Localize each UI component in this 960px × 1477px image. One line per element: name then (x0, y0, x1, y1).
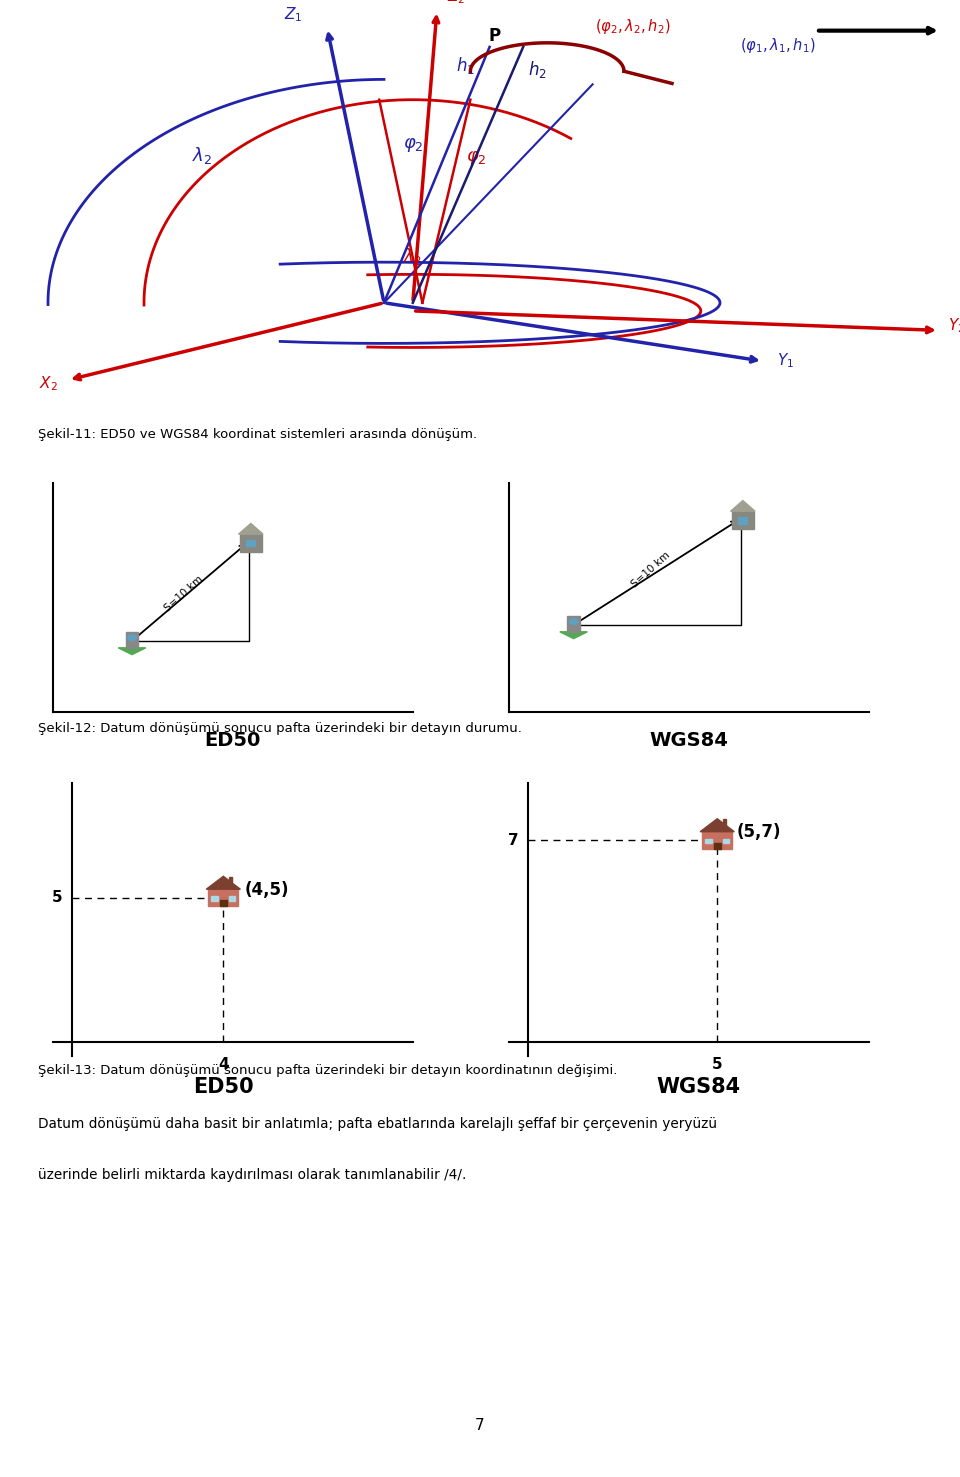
Text: $h_2$: $h_2$ (528, 59, 547, 80)
Text: Şekil-13: Datum dönüşümü sonucu pafta üzerindeki bir detayın koordinatının değiş: Şekil-13: Datum dönüşümü sonucu pafta üz… (38, 1065, 618, 1077)
Text: 5: 5 (712, 1058, 723, 1072)
Text: (5,7): (5,7) (736, 824, 780, 842)
Bar (246, 539, 255, 546)
Bar (723, 820, 726, 827)
Bar (229, 877, 232, 885)
Text: Şekil-11: ED50 ve WGS84 koordinat sistemleri arasında dönüşüm.: Şekil-11: ED50 ve WGS84 koordinat sistem… (38, 428, 477, 440)
Text: S=10 km: S=10 km (162, 573, 205, 613)
Text: (4,5): (4,5) (244, 880, 289, 899)
Text: üzerinde belirli miktarda kaydırılması olarak tanımlanabilir /4/.: üzerinde belirli miktarda kaydırılması o… (38, 1168, 467, 1182)
Polygon shape (700, 818, 734, 832)
Text: S=10 km: S=10 km (630, 549, 672, 589)
Text: $\varphi_2$: $\varphi_2$ (403, 136, 423, 155)
Text: $\varphi_2$: $\varphi_2$ (466, 149, 486, 167)
Bar (723, 839, 730, 843)
Bar (714, 843, 721, 849)
Bar (567, 616, 580, 632)
Text: P: P (489, 27, 500, 44)
Text: Datum dönüşümü daha basit bir anlatımla; pafta ebatlarında karelajlı şeffaf bir : Datum dönüşümü daha basit bir anlatımla;… (38, 1118, 717, 1131)
Text: $Z_2$: $Z_2$ (446, 0, 465, 6)
Text: $(\varphi_2,\lambda_2,h_2)$: $(\varphi_2,\lambda_2,h_2)$ (595, 16, 671, 35)
Text: 5: 5 (52, 891, 62, 905)
Text: ED50: ED50 (204, 731, 261, 750)
Polygon shape (731, 501, 756, 511)
Text: 4: 4 (218, 1058, 228, 1072)
Bar (211, 897, 218, 901)
Text: WGS84: WGS84 (657, 1077, 740, 1097)
Bar (240, 535, 261, 552)
Text: $\lambda_2$: $\lambda_2$ (403, 247, 422, 267)
Bar (702, 832, 732, 849)
Text: $(\varphi_1,\lambda_1,h_1)$: $(\varphi_1,\lambda_1,h_1)$ (740, 37, 815, 55)
Polygon shape (118, 648, 146, 654)
Text: $h_1$: $h_1$ (456, 55, 475, 77)
Bar (126, 632, 138, 648)
Bar (208, 889, 238, 907)
Bar (732, 511, 754, 529)
Text: $X_2$: $X_2$ (39, 374, 58, 393)
Bar (228, 897, 235, 901)
Text: $Y_2$: $Y_2$ (948, 316, 960, 335)
Text: ED50: ED50 (193, 1077, 253, 1097)
Text: 7: 7 (508, 833, 518, 848)
Bar (738, 517, 748, 523)
Text: 7: 7 (475, 1418, 485, 1433)
Polygon shape (238, 523, 263, 535)
Text: $Z_1$: $Z_1$ (284, 4, 302, 24)
Circle shape (569, 619, 578, 625)
Text: WGS84: WGS84 (649, 731, 729, 750)
Polygon shape (560, 632, 588, 638)
Bar (705, 839, 712, 843)
Circle shape (128, 635, 136, 641)
Bar (220, 899, 227, 907)
Text: $\lambda_2$: $\lambda_2$ (192, 145, 212, 165)
Text: Şekil-12: Datum dönüşümü sonucu pafta üzerindeki bir detayın durumu.: Şekil-12: Datum dönüşümü sonucu pafta üz… (38, 722, 522, 734)
Polygon shape (206, 876, 240, 889)
Text: $Y_1$: $Y_1$ (778, 352, 794, 369)
